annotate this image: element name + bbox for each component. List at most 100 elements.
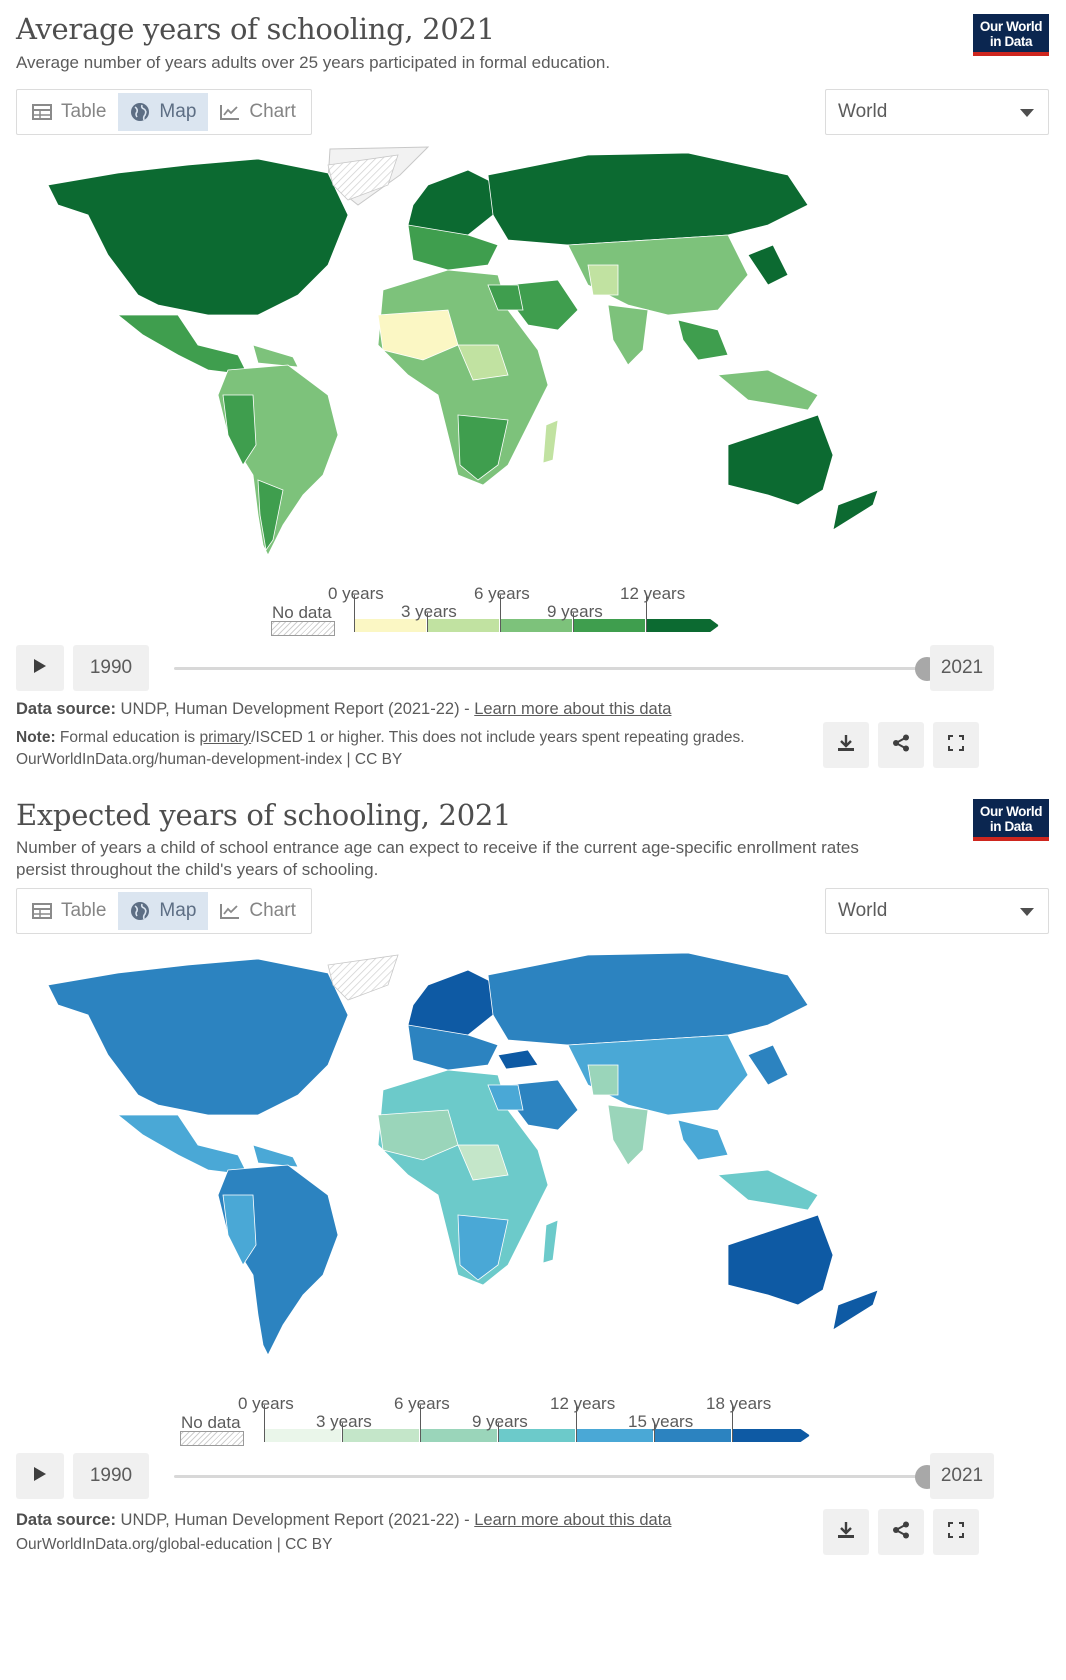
fullscreen-button[interactable] xyxy=(933,722,979,768)
legend-tick-label: 9 years xyxy=(547,602,603,621)
legend-tick-label: 0 years xyxy=(238,1394,294,1413)
owid-logo[interactable]: Our World in Data xyxy=(973,14,1049,56)
legend-swatch[interactable] xyxy=(573,619,646,632)
legend-tick-label: 9 years xyxy=(472,1412,528,1431)
view-tabs: Table Map Chart xyxy=(16,89,312,135)
greenland-no-data xyxy=(327,154,399,201)
download-icon xyxy=(837,1521,855,1544)
tab-chart-label: Chart xyxy=(249,900,296,921)
start-year[interactable]: 1990 xyxy=(73,645,149,691)
legend-tick xyxy=(646,595,647,632)
fullscreen-button[interactable] xyxy=(933,1509,979,1555)
legend-tick xyxy=(500,595,501,632)
tab-map[interactable]: Map xyxy=(118,93,209,131)
source-url[interactable]: OurWorldInData.org/global-education | CC… xyxy=(16,1536,333,1553)
legend-swatch[interactable] xyxy=(342,1429,420,1442)
legend-tick-label: 15 years xyxy=(628,1412,694,1431)
expand-icon xyxy=(948,1521,964,1543)
russia-asia[interactable] xyxy=(487,952,819,1211)
south-america[interactable] xyxy=(217,364,339,556)
tab-table[interactable]: Table xyxy=(20,892,118,930)
legend-swatch[interactable] xyxy=(354,619,427,632)
legend-no-data-label: No data xyxy=(272,603,332,622)
timeline-track[interactable] xyxy=(174,667,918,670)
share-button[interactable] xyxy=(878,722,924,768)
legend-swatch[interactable] xyxy=(654,1429,732,1442)
legend-tick-label: 12 years xyxy=(550,1394,616,1413)
learn-more-link[interactable]: Learn more about this data xyxy=(474,1511,672,1529)
legend-swatch[interactable] xyxy=(264,1429,342,1442)
tab-chart[interactable]: Chart xyxy=(208,892,307,930)
end-year[interactable]: 2021 xyxy=(930,1453,994,1499)
primary-link[interactable]: primary xyxy=(199,729,252,746)
logo-line-1: Our World xyxy=(979,804,1043,819)
note-text-a: Formal education is xyxy=(59,729,196,746)
globe-icon xyxy=(130,102,150,122)
legend-tick-label: 12 years xyxy=(620,584,686,603)
play-button[interactable] xyxy=(16,645,64,691)
region-select[interactable]: World xyxy=(825,888,1049,934)
legend-tick xyxy=(264,1405,265,1442)
south-america[interactable] xyxy=(217,1164,339,1356)
chart-note: Note: Formal education is primary/ISCED … xyxy=(16,729,745,747)
download-button[interactable] xyxy=(823,1509,869,1555)
tab-map-label: Map xyxy=(159,900,197,921)
europe[interactable] xyxy=(407,169,499,271)
legend-tick-label: 6 years xyxy=(394,1394,450,1413)
europe[interactable] xyxy=(407,969,499,1071)
legend-swatch[interactable] xyxy=(646,619,719,632)
russia-asia[interactable] xyxy=(487,152,819,411)
map-legend: No data 0 years 3 years 6 years 9 years 12 y… xyxy=(0,583,1066,643)
legend-swatch[interactable] xyxy=(732,1429,810,1442)
tab-map[interactable]: Map xyxy=(118,892,209,930)
data-source: Data source: UNDP, Human Development Rep… xyxy=(16,700,671,719)
legend-no-data-swatch xyxy=(271,621,335,636)
download-button[interactable] xyxy=(823,722,869,768)
africa[interactable] xyxy=(377,1069,559,1286)
legend-tick xyxy=(354,595,355,632)
caret-down-icon xyxy=(1020,101,1034,123)
logo-line-2: in Data xyxy=(989,819,1033,834)
legend-swatch[interactable] xyxy=(576,1429,654,1442)
legend-tick-label: 6 years xyxy=(474,584,530,603)
average-schooling-panel: Average years of schooling, 2021 Average… xyxy=(0,12,1066,768)
share-icon xyxy=(892,1521,910,1544)
legend-tick xyxy=(427,613,428,632)
region-select-value: World xyxy=(838,101,888,122)
timeline-track[interactable] xyxy=(174,1475,918,1478)
legend-no-data-label: No data xyxy=(181,1413,241,1432)
data-source-text: UNDP, Human Development Report (2021-22)… xyxy=(120,1511,470,1529)
chart-title: Expected years of schooling, 2021 xyxy=(16,798,512,832)
north-america[interactable] xyxy=(47,958,349,1176)
timeline: 1990 2021 xyxy=(16,645,1050,691)
tab-table[interactable]: Table xyxy=(20,93,118,131)
north-america[interactable] xyxy=(47,158,349,376)
region-select[interactable]: World xyxy=(825,89,1049,135)
share-button[interactable] xyxy=(878,1509,924,1555)
world-map[interactable] xyxy=(28,145,988,615)
legend-swatch[interactable] xyxy=(427,619,500,632)
source-url[interactable]: OurWorldInData.org/human-development-ind… xyxy=(16,751,403,768)
legend-swatch[interactable] xyxy=(500,619,573,632)
africa[interactable] xyxy=(377,269,559,486)
end-year[interactable]: 2021 xyxy=(930,645,994,691)
region-select-value: World xyxy=(838,900,888,921)
play-button[interactable] xyxy=(16,1453,64,1499)
learn-more-link[interactable]: Learn more about this data xyxy=(474,700,672,718)
start-year[interactable]: 1990 xyxy=(73,1453,149,1499)
timeline: 1990 2021 xyxy=(16,1453,1050,1499)
oceania[interactable] xyxy=(727,414,879,531)
play-icon xyxy=(33,1466,47,1487)
legend-tick xyxy=(576,1405,577,1442)
play-icon xyxy=(33,658,47,679)
legend-swatch[interactable] xyxy=(420,1429,498,1442)
oceania[interactable] xyxy=(727,1214,879,1331)
legend-tick xyxy=(342,1423,343,1442)
tab-chart[interactable]: Chart xyxy=(208,93,307,131)
greenland-no-data xyxy=(327,954,399,1001)
owid-logo[interactable]: Our World in Data xyxy=(973,799,1049,841)
note-label: Note: xyxy=(16,729,56,746)
table-icon xyxy=(32,104,52,120)
world-map[interactable] xyxy=(28,945,988,1415)
legend-swatch[interactable] xyxy=(498,1429,576,1442)
